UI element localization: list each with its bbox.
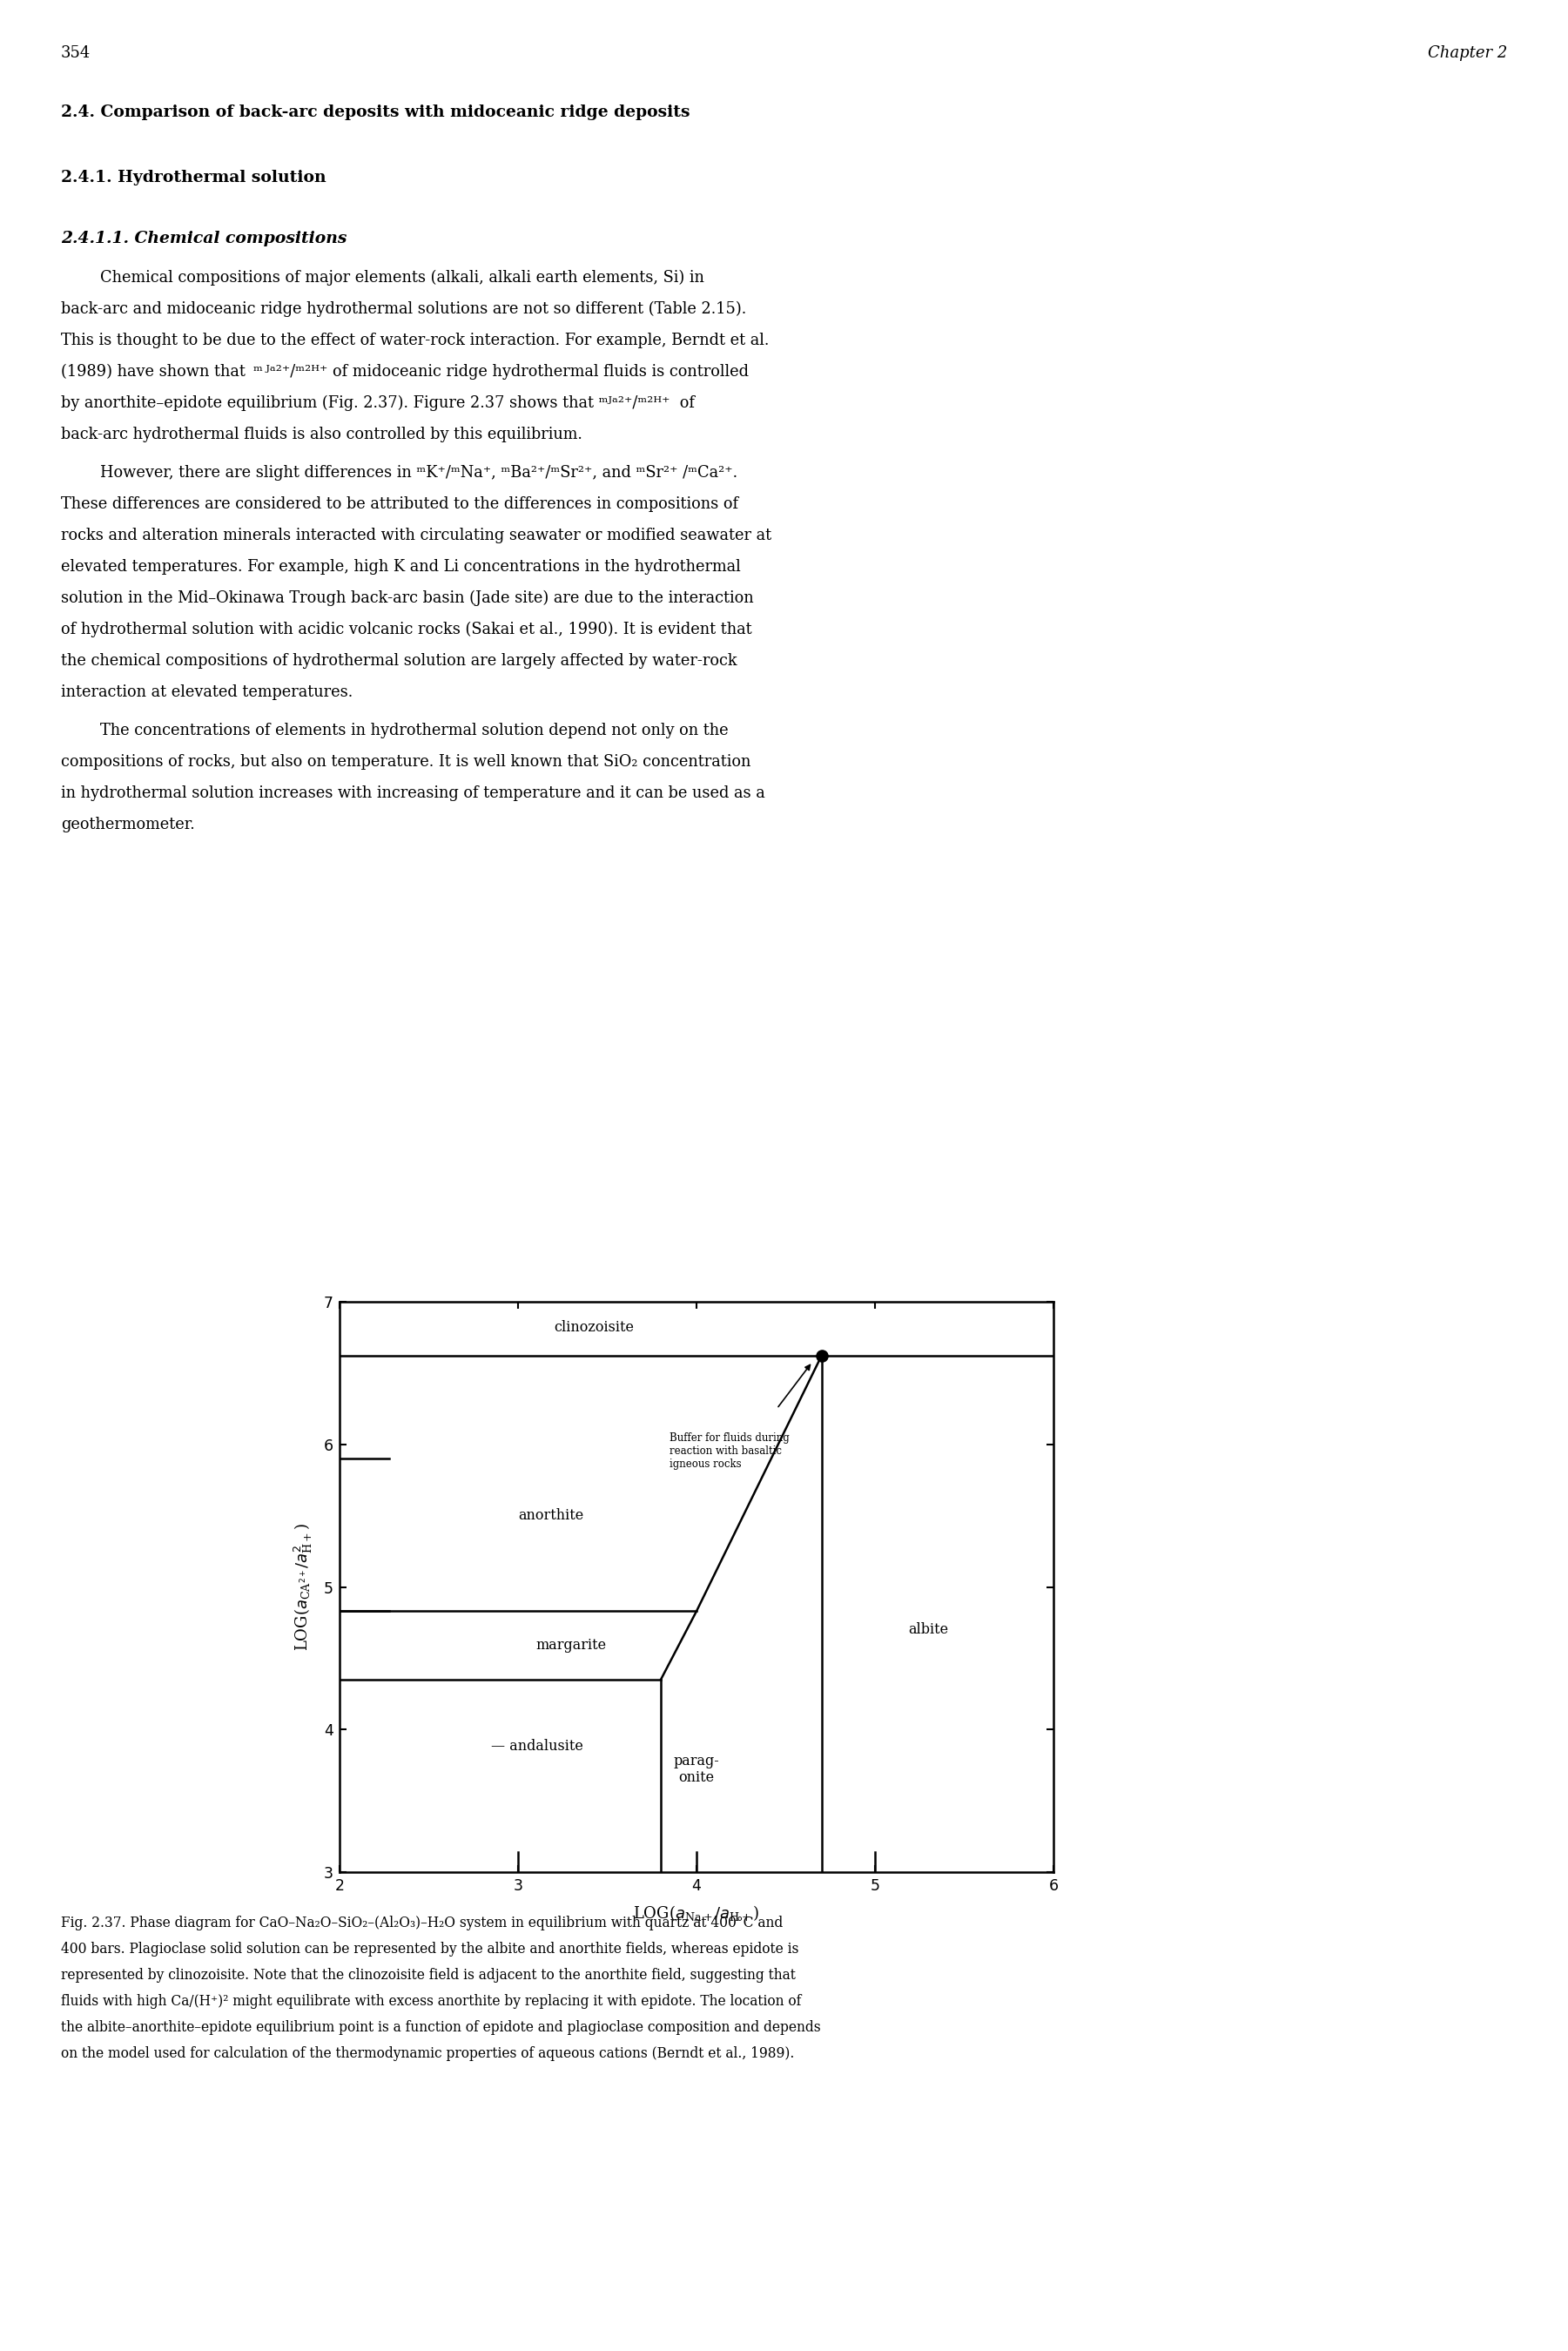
- Text: in hydrothermal solution increases with increasing of temperature and it can be : in hydrothermal solution increases with …: [61, 785, 765, 802]
- Text: 2.4.1. Hydrothermal solution: 2.4.1. Hydrothermal solution: [61, 169, 326, 186]
- Text: solution in the Mid–Okinawa Trough back-arc basin (Jade site) are due to the int: solution in the Mid–Okinawa Trough back-…: [61, 590, 754, 607]
- Text: fluids with high Ca/(H⁺)² might equilibrate with excess anorthite by replacing i: fluids with high Ca/(H⁺)² might equilibr…: [61, 1994, 801, 2008]
- Text: 354: 354: [61, 45, 91, 61]
- X-axis label: LOG($a_{\mathregular{Na+}}/a_{\mathregular{H+}}$): LOG($a_{\mathregular{Na+}}/a_{\mathregul…: [633, 1904, 760, 1923]
- Text: geothermometer.: geothermometer.: [61, 816, 194, 832]
- Text: the albite–anorthite–epidote equilibrium point is a function of epidote and plag: the albite–anorthite–epidote equilibrium…: [61, 2020, 820, 2036]
- Point: [809, 1338, 834, 1375]
- Text: margarite: margarite: [536, 1639, 607, 1653]
- Text: albite: albite: [908, 1622, 949, 1636]
- Text: (1989) have shown that  ᵐ ᴶᵃ²⁺/ᵐ²ᴴ⁺ of midoceanic ridge hydrothermal fluids is c: (1989) have shown that ᵐ ᴶᵃ²⁺/ᵐ²ᴴ⁺ of mi…: [61, 364, 750, 381]
- Text: — andalusite: — andalusite: [491, 1740, 583, 1754]
- Text: 2.4. Comparison of back-arc deposits with midoceanic ridge deposits: 2.4. Comparison of back-arc deposits wit…: [61, 103, 690, 120]
- Text: The concentrations of elements in hydrothermal solution depend not only on the: The concentrations of elements in hydrot…: [61, 722, 729, 738]
- Text: Chemical compositions of major elements (alkali, alkali earth elements, Si) in: Chemical compositions of major elements …: [61, 270, 704, 287]
- Text: compositions of rocks, but also on temperature. It is well known that SiO₂ conce: compositions of rocks, but also on tempe…: [61, 755, 751, 769]
- Text: However, there are slight differences in ᵐK⁺/ᵐNa⁺, ᵐBa²⁺/ᵐSr²⁺, and ᵐSr²⁺ /ᵐCa²⁺: However, there are slight differences in…: [61, 465, 737, 480]
- Text: on the model used for calculation of the thermodynamic properties of aqueous cat: on the model used for calculation of the…: [61, 2045, 795, 2062]
- Text: back-arc hydrothermal fluids is also controlled by this equilibrium.: back-arc hydrothermal fluids is also con…: [61, 426, 582, 442]
- Text: rocks and alteration minerals interacted with circulating seawater or modified s: rocks and alteration minerals interacted…: [61, 527, 771, 543]
- Text: by anorthite–epidote equilibrium (Fig. 2.37). Figure 2.37 shows that ᵐᴶᵃ²⁺/ᵐ²ᴴ⁺ : by anorthite–epidote equilibrium (Fig. 2…: [61, 395, 695, 411]
- Text: This is thought to be due to the effect of water-rock interaction. For example, : This is thought to be due to the effect …: [61, 331, 768, 348]
- Y-axis label: LOG($a_{\mathregular{CA}^{2+}}/a^{2}_{\mathregular{H+}}$): LOG($a_{\mathregular{CA}^{2+}}/a^{2}_{\m…: [292, 1523, 314, 1650]
- Text: 400 bars. Plagioclase solid solution can be represented by the albite and anorth: 400 bars. Plagioclase solid solution can…: [61, 1942, 798, 1956]
- Text: Fig. 2.37. Phase diagram for CaO–Na₂O–SiO₂–(Al₂O₃)–H₂O system in equilibrium wit: Fig. 2.37. Phase diagram for CaO–Na₂O–Si…: [61, 1916, 782, 1930]
- Text: interaction at elevated temperatures.: interaction at elevated temperatures.: [61, 684, 353, 701]
- Text: Buffer for fluids during
reaction with basaltic
igneous rocks: Buffer for fluids during reaction with b…: [670, 1432, 790, 1469]
- Text: anorthite: anorthite: [517, 1509, 583, 1523]
- Text: back-arc and midoceanic ridge hydrothermal solutions are not so different (Table: back-arc and midoceanic ridge hydrotherm…: [61, 301, 746, 317]
- Text: represented by clinozoisite. Note that the clinozoisite field is adjacent to the: represented by clinozoisite. Note that t…: [61, 1968, 795, 1982]
- Text: of hydrothermal solution with acidic volcanic rocks (Sakai et al., 1990). It is : of hydrothermal solution with acidic vol…: [61, 621, 753, 637]
- Text: Chapter 2: Chapter 2: [1427, 45, 1507, 61]
- Text: 2.4.1.1. Chemical compositions: 2.4.1.1. Chemical compositions: [61, 230, 347, 247]
- Text: These differences are considered to be attributed to the differences in composit: These differences are considered to be a…: [61, 496, 739, 513]
- Text: clinozoisite: clinozoisite: [554, 1319, 633, 1335]
- Text: parag-
onite: parag- onite: [674, 1754, 720, 1784]
- Text: elevated temperatures. For example, high K and Li concentrations in the hydrothe: elevated temperatures. For example, high…: [61, 560, 740, 574]
- Text: the chemical compositions of hydrothermal solution are largely affected by water: the chemical compositions of hydrotherma…: [61, 654, 737, 668]
